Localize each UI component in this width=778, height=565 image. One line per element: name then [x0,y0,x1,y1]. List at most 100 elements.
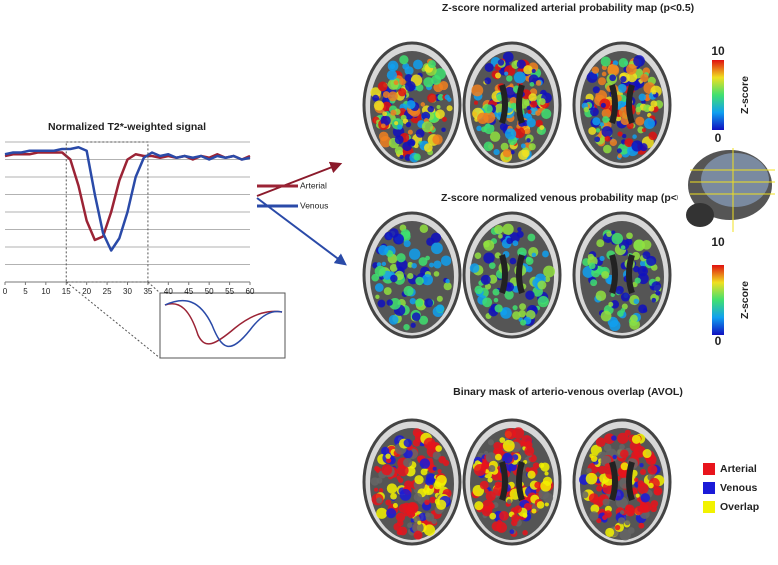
signal-blob [539,125,545,130]
signal-blob [418,512,427,522]
signal-blob [429,496,436,504]
signal-blob [620,75,627,83]
signal-blob [497,59,505,66]
signal-blob [489,131,501,142]
signal-blob [482,297,493,308]
brain-slice [362,41,462,169]
signal-blob [376,477,383,484]
signal-blob [603,144,612,154]
x-tick-label: 50 [205,287,214,296]
signal-blob [650,264,658,271]
signal-blob [526,117,536,128]
signal-blob [526,105,531,111]
signal-blob [429,262,434,268]
signal-blob [626,64,637,75]
signal-blob [524,128,531,135]
signal-blob [441,127,446,133]
signal-blob [600,310,612,322]
signal-blob [512,427,525,439]
signal-blob [588,493,599,503]
x-tick-label: 5 [23,287,28,296]
signal-blob [642,448,652,459]
signal-blob [479,480,489,490]
signal-blob [504,71,509,76]
signal-blob [428,457,433,462]
signal-blob [638,522,645,529]
signal-blob [399,78,406,86]
signal-blob [421,274,434,286]
colorbar-max: 10 [711,44,725,58]
signal-blob [431,242,443,255]
signal-blob [641,128,646,133]
signal-blob [442,116,447,122]
brain-slice [572,211,672,339]
signal-blob [385,499,392,506]
signal-blob [504,290,514,300]
signal-blob [484,62,494,72]
signal-blob [375,294,380,300]
signal-blob [380,115,391,126]
signal-blob [493,297,499,303]
signal-blob [383,287,392,296]
brain-slice [572,41,672,169]
signal-blob [436,295,443,302]
signal-blob [471,84,484,97]
signal-blob [624,138,634,148]
signal-blob [474,501,484,511]
signal-blob [531,306,537,312]
signal-blob [633,55,645,67]
brain-slice [462,211,562,339]
signal-blob [502,452,513,464]
signal-blob [522,149,530,158]
signal-blob [403,458,413,468]
signal-blob [407,522,413,528]
signal-blob [485,452,497,463]
signal-blob [528,143,536,151]
signal-blob [605,527,615,537]
signal-blob [635,106,642,113]
signal-blob [527,109,532,114]
signal-blob [394,146,403,155]
signal-blob [602,498,610,506]
signal-blob [487,477,493,483]
signal-blob [419,224,429,233]
signal-blob [423,524,436,536]
signal-blob [650,100,658,108]
signal-blob [395,512,406,522]
x-tick-label: 10 [41,287,50,296]
signal-blob [447,97,452,102]
legend-label: Venous [300,200,328,210]
signal-blob [617,83,627,93]
signal-blob [592,86,600,94]
signal-blob [603,443,612,452]
signal-blob [396,253,406,263]
panel-title: Z-score normalized arterial probability … [442,2,694,14]
signal-blob [390,274,398,283]
signal-blob [620,116,630,126]
signal-blob [509,97,517,105]
signal-blob [540,480,552,492]
signal-blob [591,268,601,278]
signal-blob [425,477,434,486]
signal-blob [536,501,545,509]
ventricle [499,461,525,501]
signal-blob [592,117,601,126]
signal-blob [535,80,542,86]
signal-blob [495,72,501,79]
signal-blob [598,77,606,86]
legend-label: Overlap [720,501,759,513]
signal-blob [381,464,393,476]
signal-blob [609,320,621,332]
signal-blob [531,252,537,258]
signal-blob [433,271,440,277]
signal-blob [517,227,522,232]
signal-blob [538,488,550,500]
panel-title: Binary mask of arterio-venous overlap (A… [453,386,683,398]
signal-blob [476,125,482,132]
signal-blob [493,441,502,450]
signal-blob [499,437,506,443]
signal-blob [527,233,536,242]
signal-blob [399,154,404,160]
signal-blob [417,520,422,525]
signal-blob [620,292,630,302]
